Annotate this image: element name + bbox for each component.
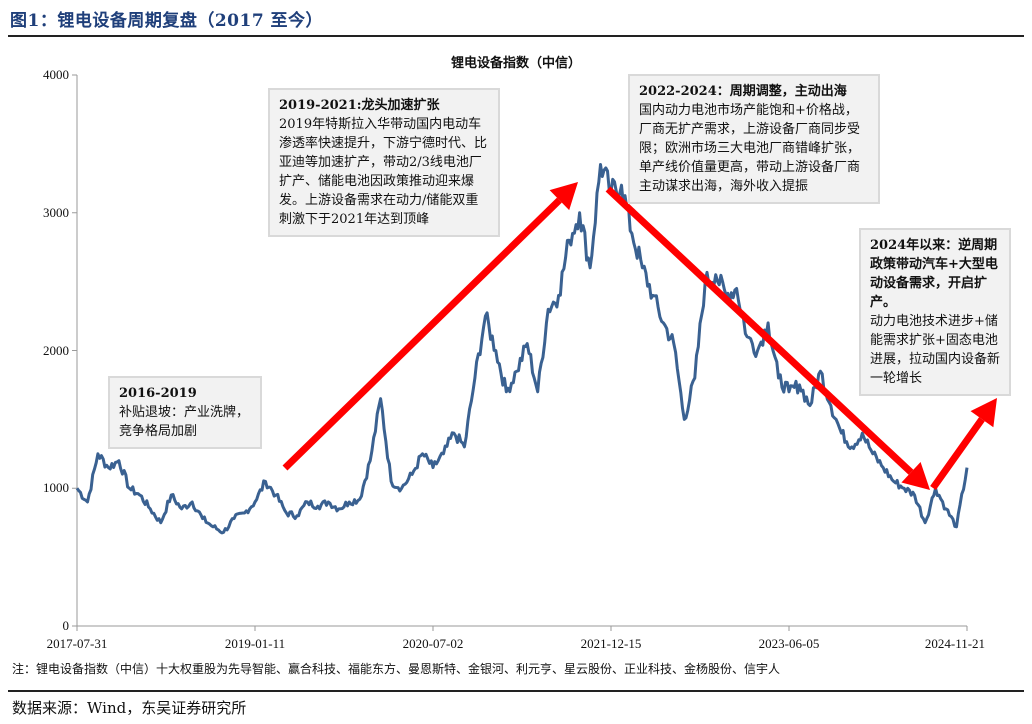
- annotation-2022-2024: 2022-2024：周期调整，主动出海 国内动力电池市场产能饱和+价格战，厂商无…: [628, 74, 880, 204]
- x-tick-label: 2020-07-02: [402, 636, 464, 651]
- annotation-body: 2019年特斯拉入华带动国内电动车渗透率快速提升，下游宁德时代、比亚迪等加速扩产…: [279, 117, 488, 227]
- top-rule: [8, 35, 1024, 37]
- annotation-body: 国内动力电池市场产能饱和+价格战，厂商无扩产需求，上游设备厂商同步受限；欧洲市场…: [639, 103, 861, 194]
- y-tick-label: 1000: [43, 480, 69, 496]
- y-tick-label: 3000: [43, 204, 69, 220]
- annotation-heading: 2024年以来：逆周期政策带动汽车+大型电动设备需求，开启扩产。: [870, 238, 998, 310]
- x-tick-label: 2017-07-31: [46, 636, 108, 651]
- series-line: [75, 163, 969, 535]
- annotation-2016-2019: 2016-2019 补贴退坡：产业洗牌，竞争格局加剧: [108, 376, 262, 449]
- chart-title: 锂电设备指数（中信）: [450, 56, 581, 71]
- y-tick-label: 2000: [43, 342, 69, 358]
- y-tick-label: 0: [62, 618, 70, 633]
- x-tick-label: 2024-11-21: [924, 636, 986, 651]
- annotation-heading: 2022-2024：周期调整，主动出海: [639, 84, 847, 99]
- annotation-body: 补贴退坡：产业洗牌，竞争格局加剧: [119, 405, 250, 439]
- x-tick-label: 2023-06-05: [758, 636, 820, 651]
- annotation-2019-2021: 2019-2021:龙头加速扩张 2019年特斯拉入华带动国内电动车渗透率快速提…: [268, 88, 500, 237]
- axes: [72, 74, 968, 631]
- annotation-body: 动力电池技术进步+储能需求扩张+固态电池进展，拉动国内设备新一轮增长: [870, 314, 1001, 386]
- x-tick-label: 2021-12-15: [580, 636, 642, 651]
- y-tick-label: 4000: [43, 67, 69, 82]
- data-source: 数据来源：Wind，东吴证券研究所: [12, 699, 247, 717]
- x-tick-label: 2019-01-11: [224, 636, 286, 651]
- annotation-2024-onward: 2024年以来：逆周期政策带动汽车+大型电动设备需求，开启扩产。 动力电池技术进…: [859, 228, 1011, 396]
- annotation-heading: 2019-2021:龙头加速扩张: [279, 98, 440, 113]
- trend-arrows: [282, 182, 997, 491]
- bottom-rule: [8, 690, 1024, 692]
- figure-title: 图1：锂电设备周期复盘（2017 至今）: [10, 11, 324, 31]
- annotation-heading: 2016-2019: [119, 386, 197, 401]
- chart-note: 注：锂电设备指数（中信）十大权重股为先导智能、赢合科技、福能东方、曼恩斯特、金银…: [12, 662, 781, 676]
